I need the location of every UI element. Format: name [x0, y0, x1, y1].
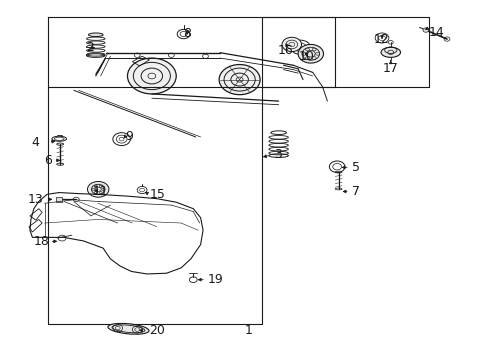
Text: 20: 20 — [149, 324, 165, 337]
Circle shape — [127, 58, 176, 94]
Text: 11: 11 — [92, 185, 108, 198]
Text: 14: 14 — [427, 26, 443, 39]
Text: 19: 19 — [207, 273, 223, 286]
Text: 7: 7 — [351, 185, 359, 198]
Circle shape — [282, 37, 301, 51]
Text: 4: 4 — [31, 136, 39, 149]
Text: 2: 2 — [86, 41, 94, 54]
Text: 3: 3 — [273, 148, 281, 161]
Text: 10: 10 — [298, 50, 314, 63]
Text: 15: 15 — [149, 188, 165, 201]
Ellipse shape — [88, 33, 103, 37]
Text: 5: 5 — [351, 161, 359, 174]
Ellipse shape — [380, 47, 400, 57]
Text: 8: 8 — [183, 27, 191, 40]
Text: 6: 6 — [44, 154, 52, 167]
Text: 13: 13 — [27, 193, 43, 206]
Ellipse shape — [108, 323, 149, 334]
Circle shape — [87, 181, 109, 197]
Circle shape — [422, 28, 428, 32]
Circle shape — [298, 44, 323, 63]
Text: 12: 12 — [373, 33, 389, 46]
Text: 17: 17 — [382, 62, 398, 75]
Circle shape — [219, 64, 260, 95]
Text: 18: 18 — [34, 235, 50, 248]
Text: 1: 1 — [244, 324, 252, 337]
Polygon shape — [56, 197, 61, 202]
Text: 16: 16 — [278, 44, 293, 57]
Text: 9: 9 — [125, 130, 133, 143]
